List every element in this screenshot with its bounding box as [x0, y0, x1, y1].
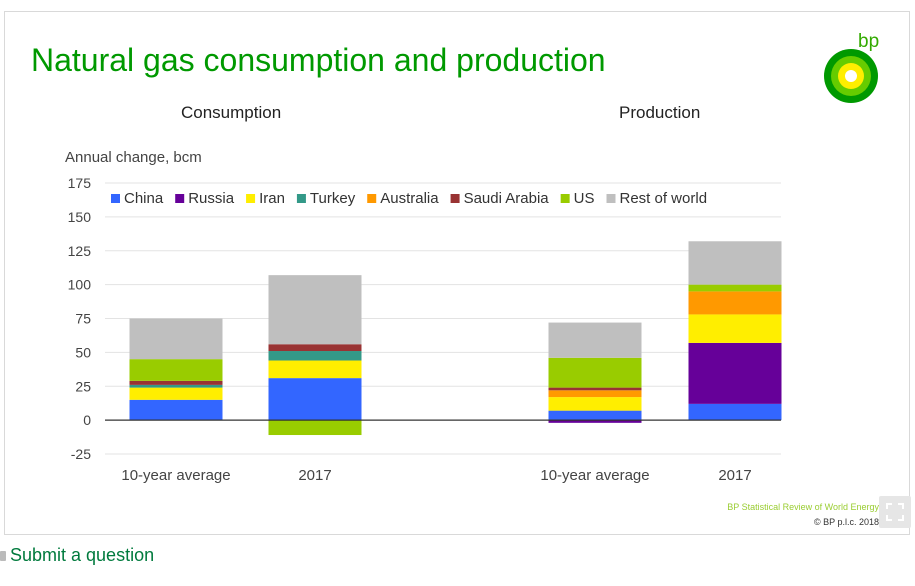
panel-title-consumption: Consumption: [181, 103, 282, 122]
bar-segment-rest-of-world: [129, 318, 223, 360]
y-tick-label: 75: [75, 311, 91, 327]
submit-question-label: Submit a question: [10, 545, 155, 565]
legend-item-label: US: [574, 190, 595, 207]
y-axis-label: Annual change, bcm: [65, 149, 202, 166]
bar-segment-iran: [129, 387, 223, 400]
bar-segment-turkey: [129, 384, 223, 388]
legend-swatch: [175, 194, 185, 203]
bar-segment-australia: [688, 291, 782, 315]
bp-logo-text: bp: [858, 31, 879, 52]
y-tick-label: 125: [68, 243, 92, 259]
x-tick-label: 2017: [298, 467, 331, 484]
stacked-bar-chart: 175 150 125 100 75 50 25 0 -25 10-year average 201…: [68, 175, 782, 484]
legend-item-label: China: [124, 190, 164, 207]
bar-segment-iran: [548, 397, 642, 411]
bar-segment-saudi-arabia: [268, 344, 362, 352]
legend-swatch: [246, 194, 256, 203]
legend-swatch: [560, 194, 570, 203]
bar-segment-rest-of-world: [688, 241, 782, 285]
submit-question-link[interactable]: Submit a question: [0, 545, 154, 566]
legend-item-label: Turkey: [310, 190, 356, 207]
legend-item-label: Russia: [188, 190, 235, 207]
bar-segment-australia: [548, 390, 642, 398]
bar-segment-saudi-arabia: [129, 380, 223, 385]
x-tick-label: 2017: [718, 467, 751, 484]
legend-swatch: [450, 194, 460, 203]
legend-item-label: Rest of world: [620, 190, 708, 207]
bar-segment-china: [129, 399, 223, 421]
bar-segment-iran: [688, 314, 782, 343]
x-tick-label: 10-year average: [121, 467, 230, 484]
expand-icon: [886, 503, 904, 521]
bar-segment-china: [548, 410, 642, 421]
bar-segment-us: [268, 420, 362, 436]
y-tick-label: 100: [68, 277, 92, 293]
source-text: BP Statistical Review of World Energy: [727, 502, 879, 512]
chart-title: Natural gas consumption and production: [31, 42, 606, 78]
legend-item-label: Australia: [380, 190, 439, 207]
bar-segment-china: [688, 403, 782, 421]
bar-segment-us: [548, 357, 642, 388]
bar-segment-us: [688, 284, 782, 292]
bar-segment-russia: [548, 420, 642, 423]
bullet-icon: [0, 551, 6, 562]
bar-segment-iran: [268, 360, 362, 379]
y-tick-label: 150: [68, 209, 92, 225]
panel-title-production: Production: [619, 103, 701, 122]
y-tick-label: -25: [71, 446, 91, 462]
legend-item-label: Saudi Arabia: [464, 190, 550, 207]
bar-segment-china: [268, 378, 362, 421]
bar-segment-saudi-arabia: [548, 387, 642, 391]
legend-swatch: [111, 194, 120, 203]
legend-swatch: [296, 194, 306, 203]
bp-logo: bp: [815, 20, 881, 104]
bar-segment-us: [129, 359, 223, 381]
legend-swatch: [367, 194, 377, 203]
expand-button[interactable]: [879, 496, 911, 528]
copyright-text: © BP p.l.c. 2018: [813, 517, 879, 527]
chart-slide: Natural gas consumption and production b…: [4, 11, 911, 535]
bar-segment-turkey: [268, 351, 362, 361]
y-tick-label: 50: [75, 344, 91, 360]
bar-segment-rest-of-world: [548, 322, 642, 358]
y-tick-label: 25: [75, 378, 91, 394]
bar-segment-russia: [688, 342, 782, 404]
y-tick-label: 175: [68, 175, 92, 191]
bar-segment-rest-of-world: [268, 275, 362, 345]
legend-item-label: Iran: [259, 190, 285, 207]
legend-swatch: [606, 194, 616, 203]
x-tick-label: 10-year average: [540, 467, 649, 484]
y-tick-label: 0: [83, 412, 91, 428]
